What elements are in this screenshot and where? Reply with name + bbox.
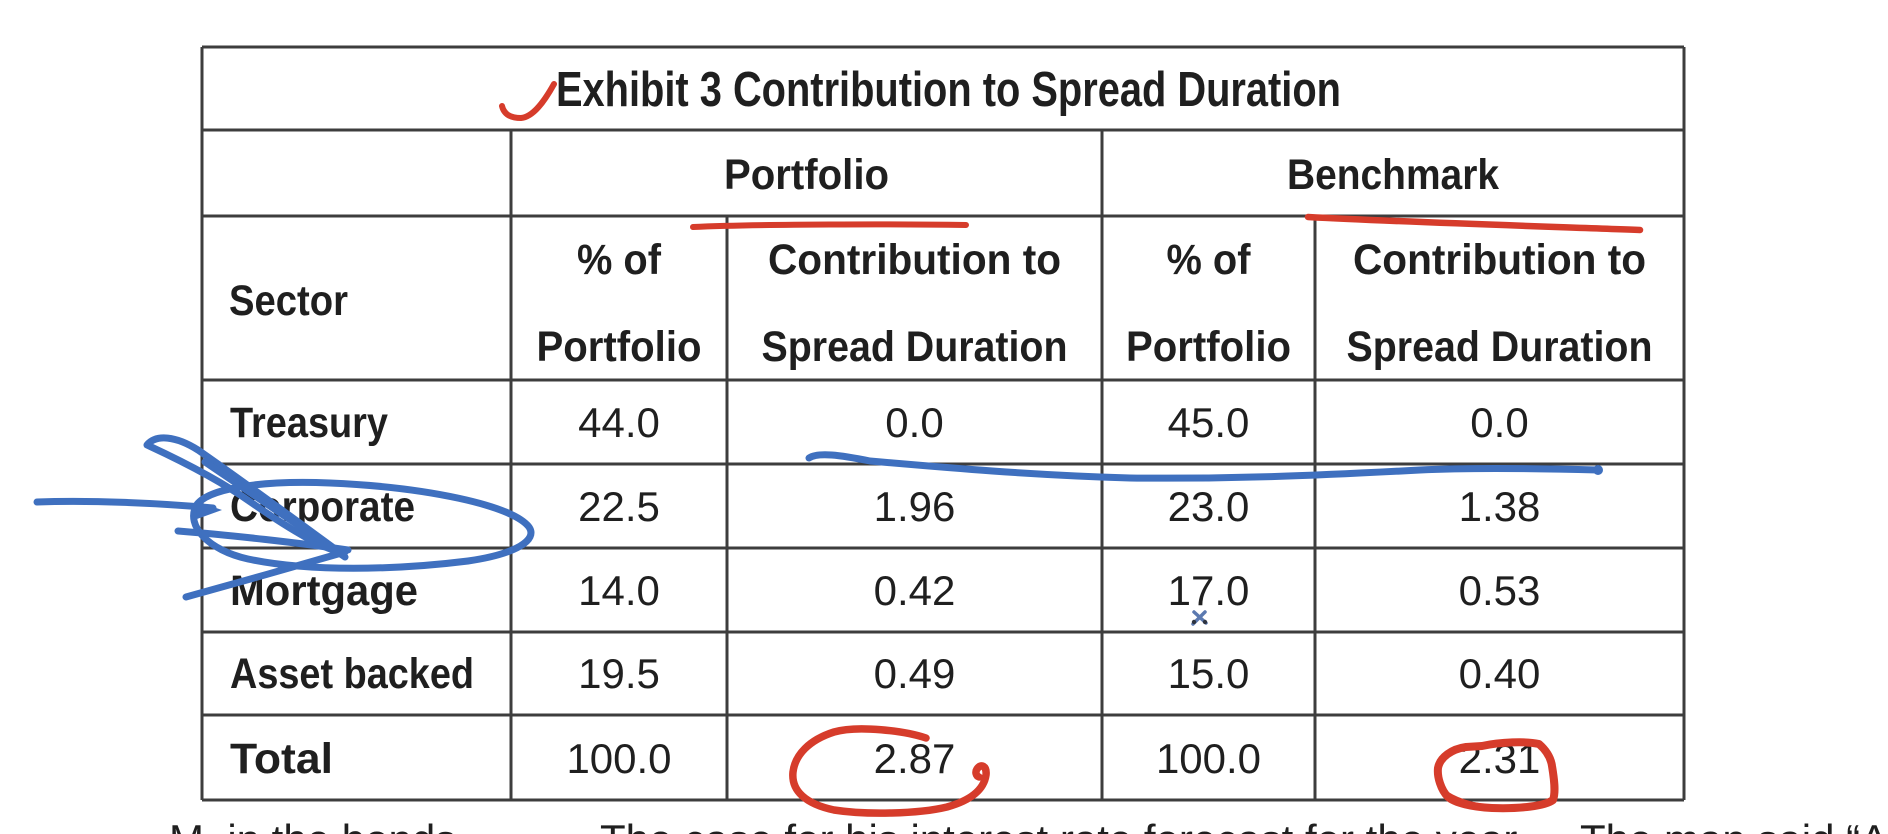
svg-text:0.0: 0.0: [1470, 399, 1528, 446]
svg-text:44.0: 44.0: [578, 399, 660, 446]
svg-text:Exhibit 3 Contribution to Spre: Exhibit 3 Contribution to Spread Duratio…: [556, 63, 1341, 117]
svg-text:Sector: Sector: [229, 277, 348, 325]
svg-text:1.96: 1.96: [874, 483, 956, 530]
svg-text:Portfolio: Portfolio: [537, 323, 702, 371]
svg-text:Contribution to: Contribution to: [1353, 236, 1646, 284]
svg-text:Treasury: Treasury: [230, 399, 388, 447]
svg-text:19.5: 19.5: [578, 650, 660, 697]
svg-text:0.42: 0.42: [874, 567, 956, 614]
svg-text:Contribution to: Contribution to: [768, 236, 1061, 284]
svg-text:0.53: 0.53: [1459, 567, 1541, 614]
svg-text:0.0: 0.0: [885, 399, 943, 446]
svg-text:Total: Total: [230, 735, 333, 783]
svg-text:The man said “At: The man said “At: [1580, 816, 1888, 834]
svg-text:M. in the bonds.: M. in the bonds.: [169, 816, 468, 834]
svg-text:Portfolio: Portfolio: [1126, 323, 1291, 371]
svg-text:22.5: 22.5: [578, 483, 660, 530]
svg-text:17.0: 17.0: [1168, 567, 1250, 614]
svg-text:23.0: 23.0: [1168, 483, 1250, 530]
svg-text:100.0: 100.0: [566, 735, 671, 782]
svg-text:15.0: 15.0: [1168, 650, 1250, 697]
svg-text:Spread Duration: Spread Duration: [1347, 323, 1653, 371]
svg-text:Benchmark: Benchmark: [1287, 151, 1499, 199]
svg-text:2.87: 2.87: [874, 735, 956, 782]
svg-text:% of: % of: [1167, 236, 1252, 284]
svg-text:1.38: 1.38: [1459, 483, 1541, 530]
svg-text:100.0: 100.0: [1156, 735, 1261, 782]
svg-text:14.0: 14.0: [578, 567, 660, 614]
svg-text:0.49: 0.49: [874, 650, 956, 697]
svg-text:The case for his interest rate: The case for his interest rate forecast …: [600, 816, 1527, 834]
svg-text:Portfolio: Portfolio: [724, 151, 889, 199]
svg-text:45.0: 45.0: [1168, 399, 1250, 446]
svg-text:Asset backed: Asset backed: [230, 650, 474, 698]
svg-text:0.40: 0.40: [1459, 650, 1541, 697]
svg-text:Spread Duration: Spread Duration: [762, 323, 1068, 371]
svg-text:% of: % of: [577, 236, 662, 284]
